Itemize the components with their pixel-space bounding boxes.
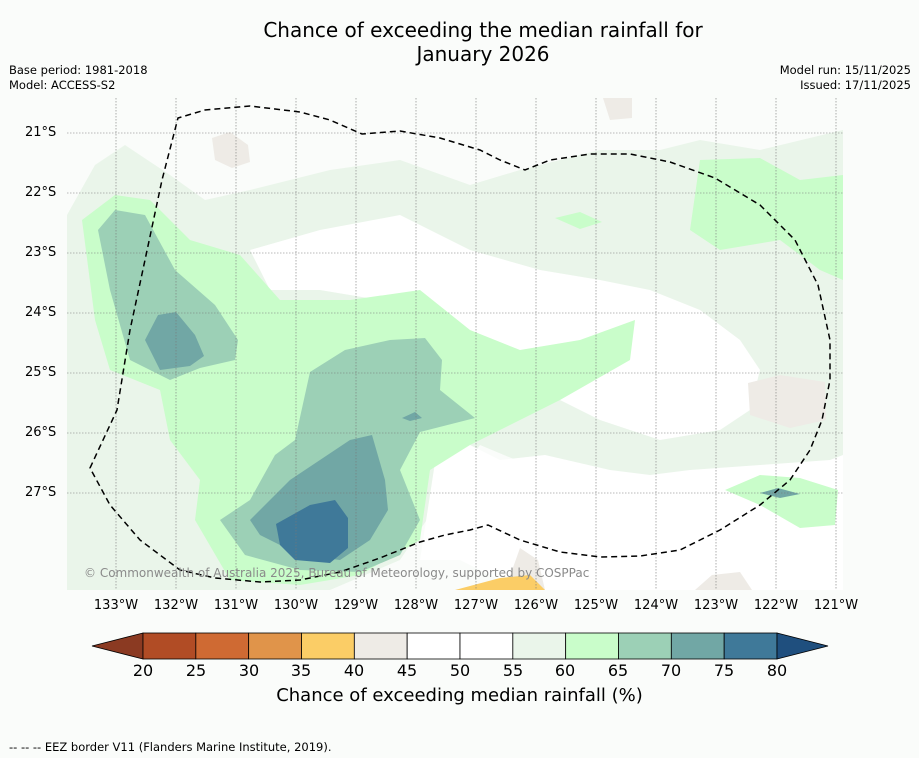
colorbar-cell bbox=[512, 632, 567, 660]
contour-40-45-a bbox=[212, 132, 250, 168]
lat-label: 22°S bbox=[25, 185, 57, 200]
model-name: Model: ACCESS-S2 bbox=[9, 78, 116, 92]
colorbar-cell bbox=[142, 632, 197, 660]
model-run: Model run: 15/11/2025 bbox=[779, 63, 911, 77]
title-line-2: January 2026 bbox=[416, 42, 550, 66]
colorbar-cell bbox=[459, 632, 514, 660]
lon-label: 123°W bbox=[693, 598, 739, 613]
meta-right: Model run: 15/11/2025 Issued: 17/11/2025 bbox=[780, 63, 911, 93]
lon-label: 133°W bbox=[93, 598, 139, 613]
lon-label: 122°W bbox=[753, 598, 799, 613]
meta-left: Base period: 1981-2018 Model: ACCESS-S2 bbox=[9, 63, 148, 93]
colorbar-tick: 40 bbox=[343, 661, 365, 680]
colorbar-cells bbox=[142, 632, 778, 660]
map-area bbox=[67, 98, 843, 590]
issued-date: Issued: 17/11/2025 bbox=[800, 78, 911, 92]
contour-70-75-d bbox=[760, 488, 800, 498]
colorbar-tick: 50 bbox=[449, 661, 471, 680]
colorbar-label: Chance of exceeding median rainfall (%) bbox=[276, 685, 643, 706]
colorbar-cell bbox=[565, 632, 619, 660]
lon-label: 125°W bbox=[573, 598, 619, 613]
lat-label: 21°S bbox=[25, 125, 57, 140]
lon-label: 121°W bbox=[813, 598, 859, 613]
colorbar-cell bbox=[723, 632, 778, 660]
title-line-1: Chance of exceeding the median rainfall … bbox=[263, 18, 703, 42]
colorbar-tick: 60 bbox=[554, 661, 576, 680]
lat-label: 25°S bbox=[25, 365, 57, 380]
colorbar-tick: 45 bbox=[396, 661, 418, 680]
colorbar-tick: 55 bbox=[502, 661, 524, 680]
colorbar-tick: 20 bbox=[132, 661, 154, 680]
contour-60-65-c bbox=[555, 212, 602, 229]
lon-label: 127°W bbox=[453, 598, 499, 613]
contour-60-65-b bbox=[690, 158, 843, 280]
lon-label: 131°W bbox=[213, 598, 259, 613]
colorbar-cell bbox=[248, 632, 302, 660]
lat-label: 23°S bbox=[25, 245, 57, 260]
lon-label: 124°W bbox=[633, 598, 679, 613]
map-title: Chance of exceeding the median rainfall … bbox=[0, 18, 919, 66]
colorbar-cell bbox=[618, 632, 672, 660]
contour-45-55-white bbox=[420, 430, 843, 590]
contour-40-45-c bbox=[748, 375, 826, 428]
contour-35-40 bbox=[455, 575, 545, 590]
colorbar-cell bbox=[301, 632, 355, 660]
lon-label: 128°W bbox=[393, 598, 439, 613]
colorbar-tick: 65 bbox=[607, 661, 629, 680]
colorbar-tick: 80 bbox=[766, 661, 788, 680]
colorbar-tick: 25 bbox=[185, 661, 207, 680]
colorbar-tick: 35 bbox=[290, 661, 312, 680]
contour-40-45-b bbox=[603, 98, 632, 120]
copyright-note: © Commonwealth of Australia 2025, Bureau… bbox=[84, 566, 590, 580]
contour-60-65-d bbox=[725, 475, 838, 528]
lon-label: 126°W bbox=[513, 598, 559, 613]
colorbar-tick: 70 bbox=[660, 661, 682, 680]
colorbar-cell bbox=[406, 632, 461, 660]
colorbar-cell bbox=[670, 632, 725, 660]
contour-70-75-a bbox=[145, 312, 204, 370]
colorbar-high-extension bbox=[776, 632, 829, 660]
contour-40-45-d bbox=[695, 572, 752, 590]
lat-gridlines bbox=[67, 132, 843, 494]
contour-45-55-white-center bbox=[250, 215, 760, 440]
lat-label: 27°S bbox=[25, 485, 57, 500]
eez-legend-note: -- -- -- EEZ border V11 (Flanders Marine… bbox=[9, 740, 332, 754]
colorbar-tick: 75 bbox=[713, 661, 735, 680]
colorbar-cell bbox=[195, 632, 250, 660]
colorbar-low-extension bbox=[91, 632, 144, 660]
colorbar bbox=[91, 632, 829, 660]
lat-label: 26°S bbox=[25, 425, 57, 440]
contour-70-75-c bbox=[402, 412, 422, 421]
lon-label: 129°W bbox=[333, 598, 379, 613]
contour-75-80 bbox=[276, 500, 348, 563]
contour-65-70-a bbox=[98, 210, 238, 380]
lon-label: 132°W bbox=[153, 598, 199, 613]
lon-gridlines bbox=[115, 98, 837, 590]
lat-label: 24°S bbox=[25, 305, 57, 320]
colorbar-tick: 30 bbox=[238, 661, 260, 680]
lon-label: 130°W bbox=[273, 598, 319, 613]
colorbar-cell bbox=[353, 632, 408, 660]
base-period: Base period: 1981-2018 bbox=[9, 63, 148, 77]
